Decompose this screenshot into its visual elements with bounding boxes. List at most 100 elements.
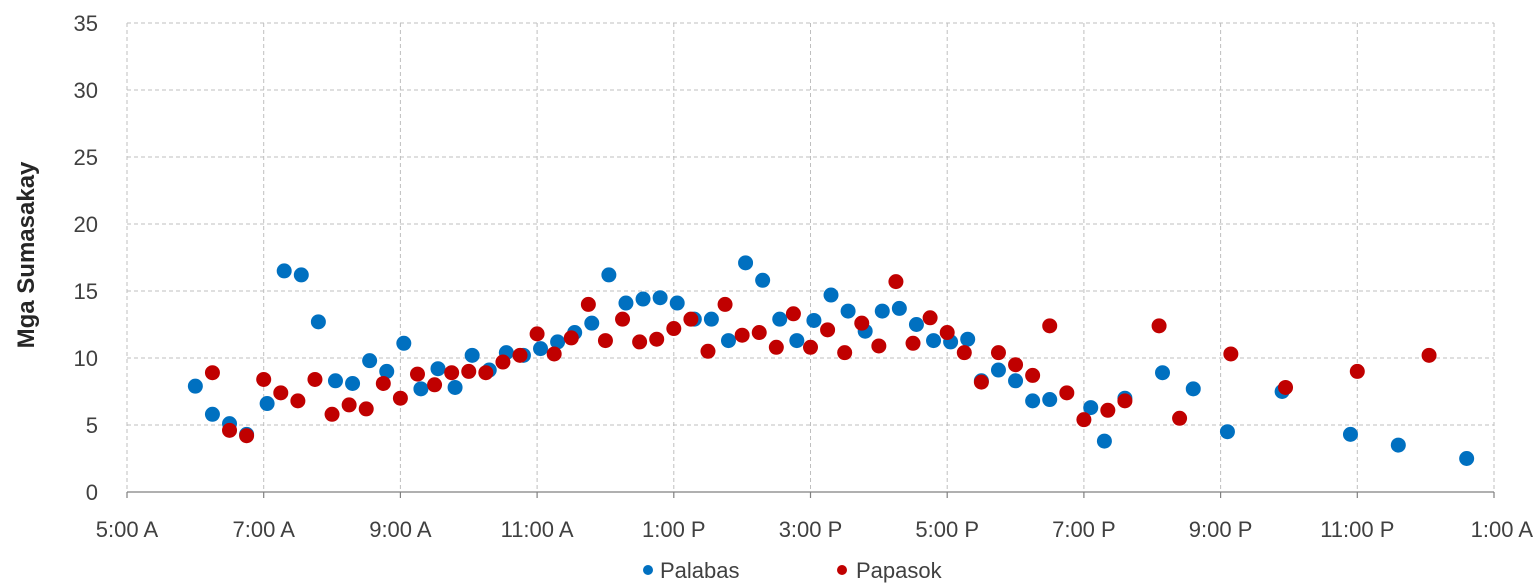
point-papasok [734,327,750,343]
point-palabas [1025,393,1041,409]
data-points [187,255,1475,466]
point-papasok [290,393,306,409]
point-palabas [584,315,600,331]
point-papasok [375,375,391,391]
point-palabas [823,287,839,303]
x-tick-label: 5:00 A [96,517,159,542]
point-papasok [409,366,425,382]
point-palabas [533,341,549,357]
point-palabas [720,333,736,349]
point-papasok [1008,357,1024,373]
point-papasok [803,339,818,355]
axes [126,23,1495,498]
point-papasok [632,334,648,350]
series-palabas [187,255,1475,466]
point-papasok [256,371,272,387]
y-tick-label: 10 [74,346,98,371]
point-papasok [649,331,665,347]
point-palabas [550,334,566,350]
y-tick-label: 5 [86,413,98,438]
x-tick-label: 9:00 A [369,517,432,542]
y-tick-label: 25 [74,145,98,170]
point-palabas [1155,365,1171,381]
legend-label-papasok: Papasok [856,558,943,583]
point-papasok [666,321,682,337]
point-papasok [529,326,545,342]
point-palabas [259,396,275,412]
point-palabas [618,295,634,311]
y-tick-label: 30 [74,78,98,103]
point-palabas [1219,424,1235,440]
x-tick-label: 1:00 A [1471,517,1534,542]
point-papasok [204,365,220,381]
point-palabas [1185,381,1201,397]
point-papasok [700,343,716,359]
point-palabas [601,267,617,283]
point-palabas [635,291,651,307]
point-palabas [1096,433,1112,449]
point-papasok [888,274,904,290]
point-papasok [717,296,733,312]
point-palabas [891,300,907,316]
point-palabas [703,311,719,327]
point-palabas [447,379,463,395]
point-papasok [1100,402,1116,418]
point-papasok [1278,379,1294,395]
legend: Palabas Papasok [643,558,943,583]
x-tick-label: 11:00 P [1320,517,1394,542]
point-papasok [905,335,921,351]
point-papasok [324,406,340,422]
point-palabas [652,290,668,306]
legend-marker-palabas [643,565,653,575]
legend-label-palabas: Palabas [660,558,740,583]
point-palabas [464,347,480,363]
point-papasok [341,397,357,413]
point-palabas [806,312,822,328]
point-palabas [362,353,378,369]
point-papasok [956,345,972,361]
point-palabas [926,333,942,349]
point-papasok [563,330,579,346]
point-palabas [396,335,412,351]
gridlines [127,22,1495,492]
point-palabas [1083,400,1099,416]
x-tick-label: 7:00 P [1052,517,1116,542]
x-tick-label: 9:00 P [1189,517,1253,542]
point-papasok [785,306,801,322]
x-tick-label: 3:00 P [779,517,843,542]
point-papasok [939,325,955,341]
point-palabas [1042,392,1058,408]
y-axis-title: Mga Sumasakay [13,161,40,348]
point-papasok [854,315,870,331]
series-papasok [204,274,1437,444]
point-papasok [1076,412,1092,428]
y-tick-label: 35 [74,11,98,36]
point-papasok [307,371,323,387]
point-papasok [1151,318,1167,334]
point-palabas [908,317,924,332]
point-papasok [837,345,853,361]
point-papasok [973,374,989,390]
point-papasok [922,310,938,326]
point-papasok [768,339,784,355]
point-palabas [874,303,890,319]
point-papasok [546,346,562,362]
point-papasok [1349,363,1365,379]
point-papasok [239,428,255,444]
x-tick-label: 5:00 P [915,517,979,542]
y-tick-labels: 0 5 10 15 20 25 30 35 [74,11,98,505]
point-palabas [1459,451,1475,466]
point-palabas [1008,373,1024,389]
point-palabas [1390,437,1406,453]
point-papasok [597,333,613,349]
point-papasok [1025,367,1041,383]
point-palabas [345,375,361,391]
point-papasok [273,385,289,401]
point-palabas [772,311,788,327]
point-palabas [310,314,326,330]
point-papasok [683,311,699,327]
point-palabas [738,255,754,271]
point-papasok [461,363,477,379]
y-tick-label: 0 [86,480,98,505]
point-papasok [478,365,494,381]
